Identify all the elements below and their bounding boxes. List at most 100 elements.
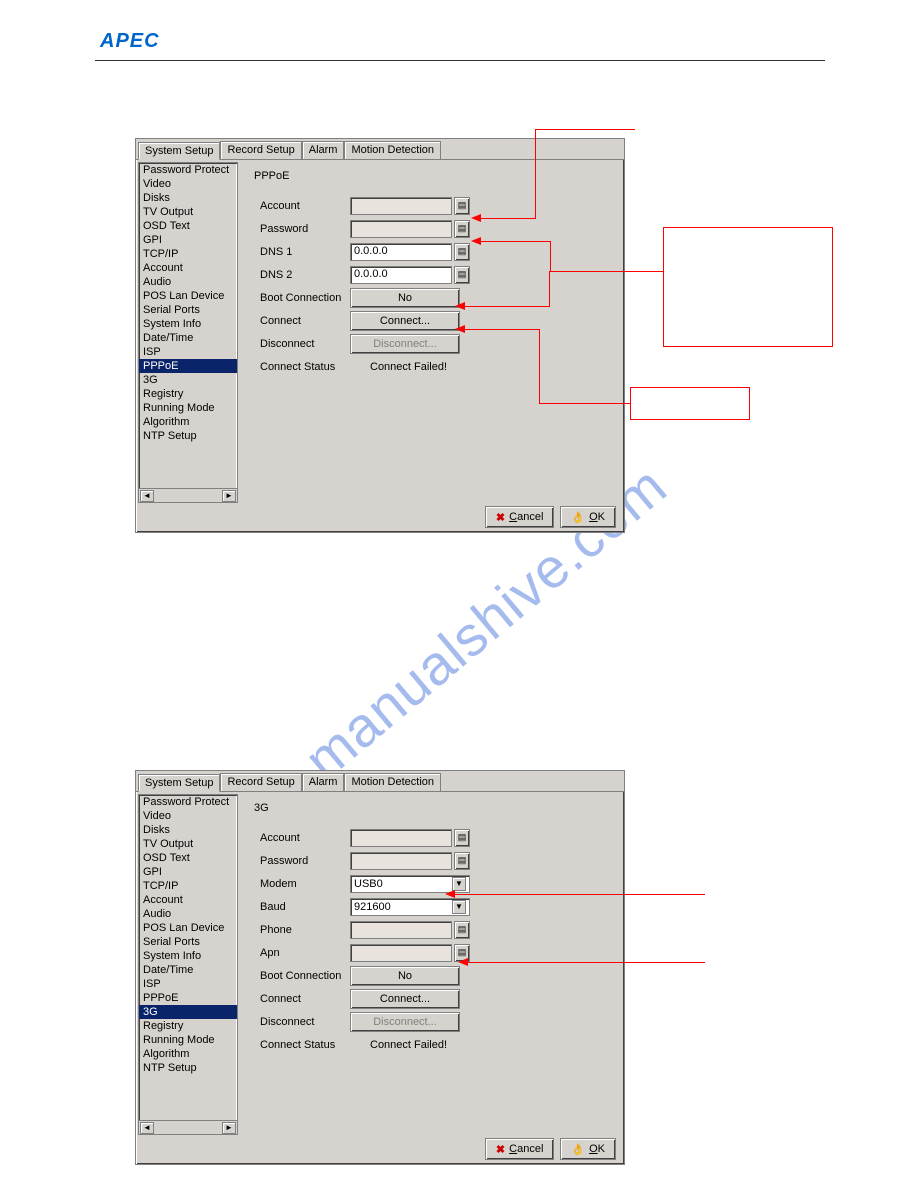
sidebar-item-serial-ports[interactable]: Serial Ports (139, 303, 237, 317)
sidebar-item-running-mode[interactable]: Running Mode (139, 1033, 237, 1047)
sidebar-item-gpi[interactable]: GPI (139, 865, 237, 879)
sidebar-item-registry[interactable]: Registry (139, 1019, 237, 1033)
sidebar-scrollbar[interactable]: ◄ ► (139, 488, 237, 502)
keyboard-icon[interactable]: ▤ (454, 197, 470, 215)
boot-connection-label: Boot Connection (250, 970, 350, 982)
sidebar: Password ProtectVideoDisksTV OutputOSD T… (138, 162, 238, 503)
dns2-input[interactable]: 0.0.0.0 (350, 266, 452, 284)
sidebar-item-osd-text[interactable]: OSD Text (139, 851, 237, 865)
sidebar-item-osd-text[interactable]: OSD Text (139, 219, 237, 233)
sidebar: Password ProtectVideoDisksTV OutputOSD T… (138, 794, 238, 1135)
content-panel: 3G Account ▤ Password ▤ Modem (240, 792, 624, 1137)
boot-connection-button[interactable]: No (350, 288, 460, 308)
sidebar-scrollbar[interactable]: ◄ ► (139, 1120, 237, 1134)
tab-record-setup[interactable]: Record Setup (220, 141, 301, 159)
sidebar-item-disks[interactable]: Disks (139, 191, 237, 205)
content-panel: PPPoE Account ▤ Password ▤ DNS (240, 160, 624, 505)
tab-alarm[interactable]: Alarm (302, 141, 345, 159)
password-input[interactable] (350, 852, 452, 870)
scroll-right-icon[interactable]: ► (222, 490, 236, 502)
connect-status-label: Connect Status (250, 1039, 350, 1051)
keyboard-icon[interactable]: ▤ (454, 243, 470, 261)
sidebar-item-disks[interactable]: Disks (139, 823, 237, 837)
sidebar-item-audio[interactable]: Audio (139, 275, 237, 289)
tab-record-setup[interactable]: Record Setup (220, 773, 301, 791)
dns1-input[interactable]: 0.0.0.0 (350, 243, 452, 261)
sidebar-item-account[interactable]: Account (139, 893, 237, 907)
sidebar-item-date-time[interactable]: Date/Time (139, 963, 237, 977)
callout-arrow-icon (455, 325, 465, 333)
keyboard-icon[interactable]: ▤ (454, 921, 470, 939)
sidebar-item-ntp-setup[interactable]: NTP Setup (139, 1061, 237, 1075)
panel-title: 3G (254, 802, 614, 814)
sidebar-item-isp[interactable]: ISP (139, 977, 237, 991)
sidebar-item-pos-lan-device[interactable]: POS Lan Device (139, 289, 237, 303)
baud-label: Baud (250, 901, 350, 913)
account-input[interactable] (350, 197, 452, 215)
sidebar-item-video[interactable]: Video (139, 177, 237, 191)
connect-label: Connect (250, 315, 350, 327)
sidebar-item-gpi[interactable]: GPI (139, 233, 237, 247)
scroll-left-icon[interactable]: ◄ (140, 490, 154, 502)
keyboard-icon[interactable]: ▤ (454, 220, 470, 238)
header-logo: APEC (100, 30, 160, 53)
scroll-right-icon[interactable]: ► (222, 1122, 236, 1134)
tab-alarm[interactable]: Alarm (302, 773, 345, 791)
baud-dropdown[interactable]: 921600 ▼ (350, 898, 470, 916)
sidebar-item-tcp-ip[interactable]: TCP/IP (139, 879, 237, 893)
sidebar-item-running-mode[interactable]: Running Mode (139, 401, 237, 415)
disconnect-button: Disconnect... (350, 1012, 460, 1032)
sidebar-item-pos-lan-device[interactable]: POS Lan Device (139, 921, 237, 935)
phone-input[interactable] (350, 921, 452, 939)
sidebar-item-system-info[interactable]: System Info (139, 317, 237, 331)
ok-button[interactable]: 👌OK (560, 1138, 616, 1160)
scroll-left-icon[interactable]: ◄ (140, 1122, 154, 1134)
sidebar-item-password-protect[interactable]: Password Protect (139, 795, 237, 809)
sidebar-item-registry[interactable]: Registry (139, 387, 237, 401)
sidebar-item-3g[interactable]: 3G (139, 1005, 237, 1019)
sidebar-item-algorithm[interactable]: Algorithm (139, 415, 237, 429)
sidebar-item-algorithm[interactable]: Algorithm (139, 1047, 237, 1061)
cancel-button[interactable]: ✖Cancel (485, 1138, 554, 1160)
sidebar-item-pppoe[interactable]: PPPoE (139, 991, 237, 1005)
sidebar-item-isp[interactable]: ISP (139, 345, 237, 359)
keyboard-icon[interactable]: ▤ (454, 829, 470, 847)
connect-button[interactable]: Connect... (350, 989, 460, 1009)
callout-line (539, 329, 540, 404)
ok-button[interactable]: 👌OK (560, 506, 616, 528)
sidebar-item-video[interactable]: Video (139, 809, 237, 823)
password-input[interactable] (350, 220, 452, 238)
callout-box (663, 227, 833, 347)
sidebar-item-account[interactable]: Account (139, 261, 237, 275)
sidebar-item-3g[interactable]: 3G (139, 373, 237, 387)
sidebar-item-tcp-ip[interactable]: TCP/IP (139, 247, 237, 261)
sidebar-item-audio[interactable]: Audio (139, 907, 237, 921)
boot-connection-button[interactable]: No (350, 966, 460, 986)
ok-label: OK (589, 1143, 605, 1155)
tab-motion-detection[interactable]: Motion Detection (344, 773, 441, 791)
phone-label: Phone (250, 924, 350, 936)
callout-arrow-icon (471, 214, 481, 222)
sidebar-item-date-time[interactable]: Date/Time (139, 331, 237, 345)
callout-line (481, 218, 536, 219)
apn-label: Apn (250, 947, 350, 959)
tab-system-setup[interactable]: System Setup (138, 774, 220, 792)
sidebar-item-serial-ports[interactable]: Serial Ports (139, 935, 237, 949)
tab-system-setup[interactable]: System Setup (138, 142, 220, 160)
sidebar-item-tv-output[interactable]: TV Output (139, 205, 237, 219)
apn-input[interactable] (350, 944, 452, 962)
sidebar-item-pppoe[interactable]: PPPoE (139, 359, 237, 373)
callout-line (549, 271, 550, 307)
callout-box (630, 387, 750, 420)
sidebar-item-tv-output[interactable]: TV Output (139, 837, 237, 851)
account-input[interactable] (350, 829, 452, 847)
keyboard-icon[interactable]: ▤ (454, 852, 470, 870)
sidebar-item-system-info[interactable]: System Info (139, 949, 237, 963)
tab-motion-detection[interactable]: Motion Detection (344, 141, 441, 159)
cancel-button[interactable]: ✖Cancel (485, 506, 554, 528)
dns1-label: DNS 1 (250, 246, 350, 258)
sidebar-item-password-protect[interactable]: Password Protect (139, 163, 237, 177)
connect-button[interactable]: Connect... (350, 311, 460, 331)
keyboard-icon[interactable]: ▤ (454, 266, 470, 284)
sidebar-item-ntp-setup[interactable]: NTP Setup (139, 429, 237, 443)
